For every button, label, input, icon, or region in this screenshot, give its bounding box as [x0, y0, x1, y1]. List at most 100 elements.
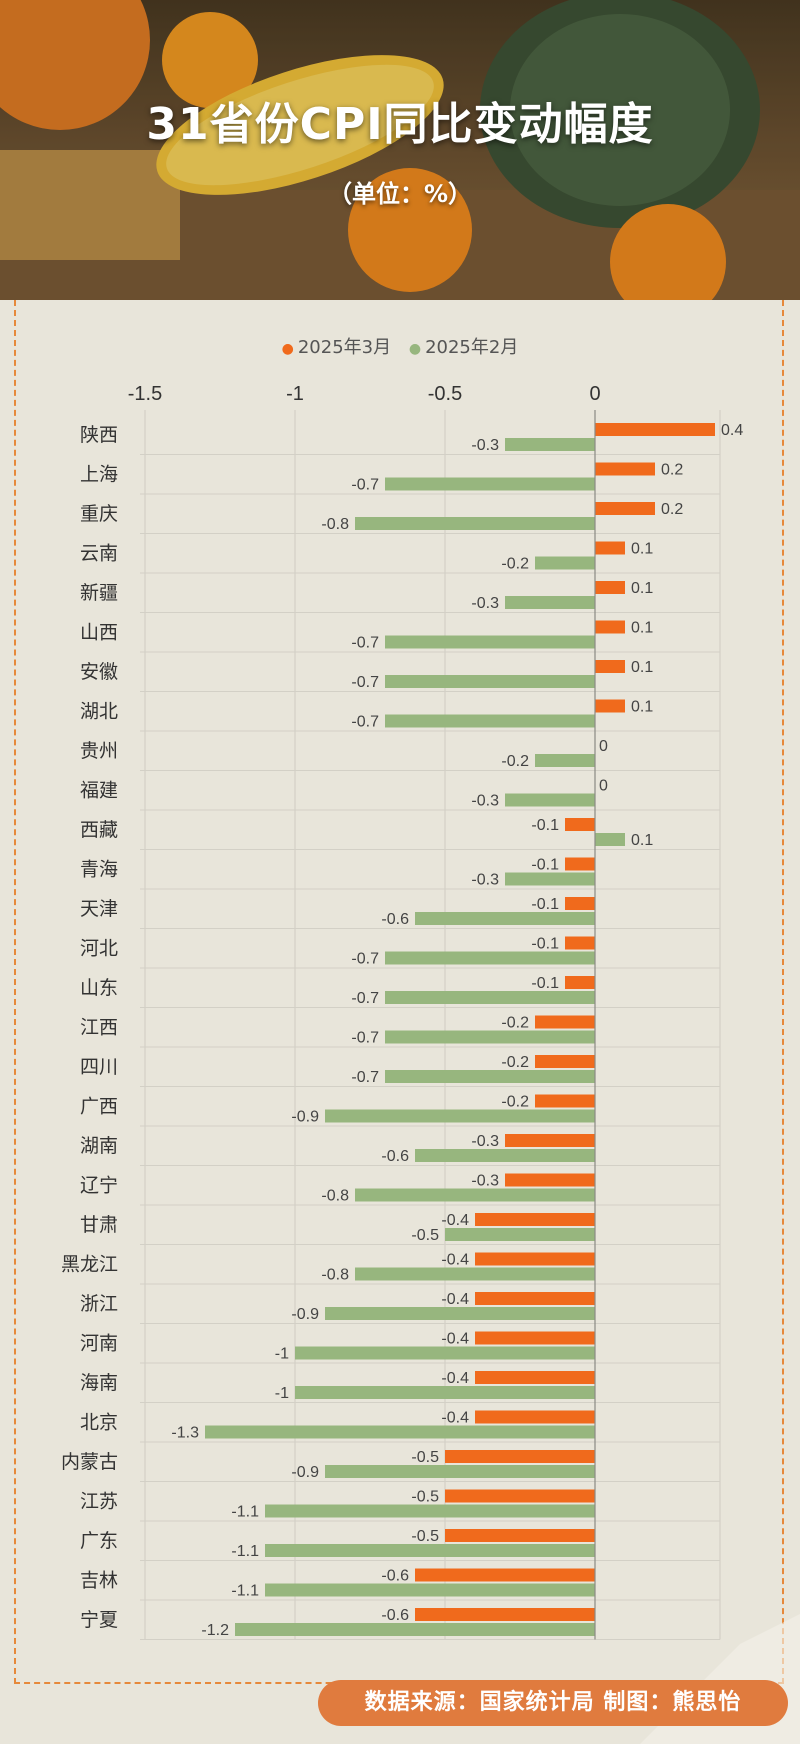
bar-february [265, 1544, 595, 1557]
category-label: 江苏 [80, 1491, 118, 1513]
data-label: -0.8 [321, 1188, 349, 1205]
bar-march [595, 581, 625, 594]
category-label: 山东 [80, 977, 118, 999]
data-label: -0.7 [351, 714, 379, 731]
data-label: -0.7 [351, 477, 379, 494]
bar-march [505, 1173, 595, 1187]
bar-february [595, 833, 625, 846]
bar-march [595, 699, 625, 713]
bar-february [385, 635, 595, 649]
bar-chart: -1.5 -1 -0.5 0 陕西 0.4 -0.3 上海 0.2 -0.7 重庆 0.2 -0.8 云南… [61, 383, 743, 1640]
category-label: 黑龙江 [61, 1254, 118, 1276]
category-label: 福建 [80, 780, 118, 802]
bar-march [535, 1015, 595, 1029]
category-label: 广东 [80, 1530, 118, 1552]
category-label: 浙江 [80, 1293, 118, 1315]
category-label: 广西 [80, 1096, 118, 1118]
data-label: -0.1 [531, 817, 559, 834]
data-label: -0.4 [441, 1252, 469, 1269]
data-label: -0.3 [471, 1173, 499, 1190]
data-label: 0.2 [661, 462, 683, 479]
x-tick-label: -0.5 [428, 383, 462, 405]
category-label: 新疆 [80, 582, 118, 604]
data-label: -0.5 [411, 1227, 439, 1244]
data-label: -0.3 [471, 1133, 499, 1150]
bar-february [505, 596, 595, 609]
data-label: -1.3 [171, 1425, 199, 1442]
legend-label-february: 2025年2月 [425, 337, 519, 358]
bar-february [505, 438, 595, 451]
data-label: -0.9 [291, 1109, 319, 1126]
bar-march [445, 1450, 595, 1463]
bar-february [385, 1070, 595, 1083]
category-label: 宁夏 [80, 1609, 118, 1631]
category-label: 北京 [80, 1412, 118, 1434]
bar-march [595, 660, 625, 673]
bar-march [445, 1489, 595, 1503]
x-tick-label: -1 [286, 383, 304, 405]
bar-march [475, 1213, 595, 1226]
category-label: 甘肃 [80, 1214, 118, 1236]
data-label: -0.7 [351, 990, 379, 1007]
data-label: -1.1 [231, 1583, 259, 1600]
data-label: -0.6 [381, 911, 409, 928]
produce-illustration [0, 0, 800, 300]
data-label: -0.2 [501, 1054, 529, 1071]
category-label: 辽宁 [80, 1175, 118, 1197]
source-footer: 数据来源：国家统计局 制图：熊思怡 [318, 1680, 788, 1726]
bar-february [415, 912, 595, 925]
bar-february [535, 754, 595, 767]
data-label: 0.1 [631, 620, 653, 637]
data-label: -0.8 [321, 516, 349, 533]
data-label: -0.2 [501, 1094, 529, 1111]
category-label: 安徽 [80, 661, 118, 683]
data-label: -0.7 [351, 1030, 379, 1047]
category-label: 上海 [80, 464, 118, 486]
data-label: -0.2 [501, 753, 529, 770]
bar-february [325, 1465, 595, 1478]
data-label: -0.3 [471, 595, 499, 612]
data-label: -1.2 [201, 1622, 229, 1639]
header-banner: 31省份CPI同比变动幅度 （单位：%） [0, 0, 800, 300]
category-label: 云南 [80, 543, 118, 565]
data-label: 0.1 [631, 659, 653, 676]
data-label: 0.1 [631, 832, 653, 849]
chart-unit: （单位：%） [327, 180, 473, 208]
bar-february [535, 556, 595, 570]
category-label: 吉林 [80, 1570, 118, 1592]
data-label: -1 [275, 1385, 289, 1402]
legend-label-march: 2025年3月 [297, 337, 392, 358]
legend-february-dot-icon: ● [408, 341, 422, 357]
bar-march [415, 1608, 595, 1621]
bar-february [295, 1346, 595, 1360]
data-label: -0.4 [441, 1291, 469, 1308]
category-label: 江西 [80, 1017, 118, 1039]
data-label: -0.5 [411, 1449, 439, 1466]
category-label: 山西 [80, 622, 118, 644]
data-label: -0.4 [441, 1370, 469, 1387]
data-label: -1.1 [231, 1504, 259, 1521]
data-label: -0.8 [321, 1267, 349, 1284]
bar-march [595, 502, 655, 515]
category-label: 天津 [80, 898, 118, 920]
bar-march [595, 462, 655, 476]
category-label: 内蒙古 [61, 1451, 118, 1473]
bar-march [595, 423, 715, 436]
data-label: -0.5 [411, 1489, 439, 1506]
category-label: 海南 [80, 1372, 118, 1394]
bar-february [385, 1030, 595, 1044]
bar-february [415, 1149, 595, 1162]
bar-february [355, 1188, 595, 1202]
bar-march [565, 818, 595, 831]
data-label: -0.9 [291, 1464, 319, 1481]
bar-march [565, 976, 595, 989]
category-label: 四川 [80, 1056, 118, 1078]
chart-title: 31省份CPI同比变动幅度 [146, 99, 654, 150]
bar-february [385, 675, 595, 688]
bar-march [595, 620, 625, 634]
category-label: 西藏 [80, 819, 118, 841]
bar-march [535, 1055, 595, 1068]
category-label: 陕西 [80, 424, 118, 446]
category-label: 湖北 [80, 701, 118, 723]
bar-march [475, 1252, 595, 1266]
